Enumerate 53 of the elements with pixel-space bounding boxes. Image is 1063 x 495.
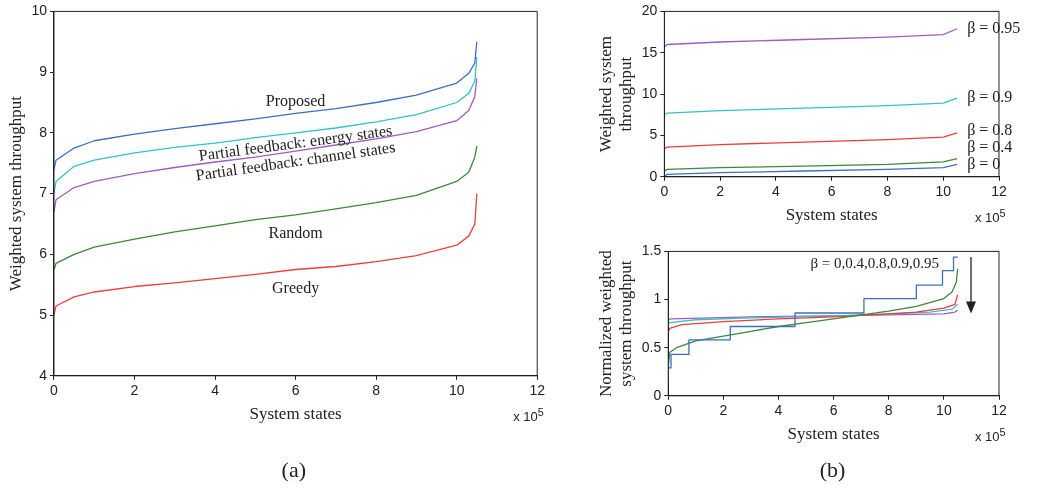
x-tick-label: 2 [719, 402, 728, 419]
series-label: Proposed [265, 91, 326, 110]
series-label: β = 0.9 [967, 88, 1013, 107]
y-tick-label: 0 [649, 167, 658, 184]
y-tick-label: 5 [39, 305, 48, 322]
x-tick-label: 8 [372, 382, 381, 399]
series-label: β = 0.8 [967, 120, 1013, 139]
x-tick-label: 2 [716, 183, 725, 200]
x-tick-label: 8 [883, 183, 892, 200]
series-label: β = 0.95 [967, 18, 1021, 37]
x-tick-label: 4 [774, 402, 783, 419]
annotation: β = 0,0.4,0.8,0.9,0.95 [810, 255, 939, 273]
x-tick-label: 6 [291, 382, 300, 399]
x-tick-label: 10 [936, 402, 952, 419]
x-tick-label: 12 [529, 382, 546, 399]
series-label: Random [268, 224, 324, 242]
x-axis-title: System states [785, 205, 878, 225]
x-axis-title: System states [787, 424, 880, 444]
x-tick-label: 2 [130, 382, 139, 399]
text: (a) [281, 457, 306, 483]
y-tick-label: 5 [649, 126, 658, 143]
x-tick-label: 4 [772, 183, 781, 200]
x-tick-label: 10 [448, 382, 465, 399]
text: x 10$^{5}$ [975, 206, 1006, 226]
y-tick-label: 10 [31, 2, 48, 19]
x-tick-label: 0 [664, 402, 673, 419]
y-axis-title: Weighted system throughput [595, 36, 636, 153]
y-tick-label: 20 [641, 2, 658, 19]
y-tick-label: 0.5 [641, 338, 662, 355]
y-tick-label: 7 [39, 184, 48, 201]
y-tick-label: 15 [641, 43, 658, 60]
x-tick-label: 12 [991, 183, 1007, 200]
y-tick-label: 1 [653, 290, 662, 307]
text: x 10$^{5}$ [513, 405, 544, 425]
y-tick-label: 4 [39, 366, 48, 383]
x-tick-label: 12 [991, 402, 1007, 419]
x-tick-label: 6 [827, 183, 836, 200]
series-label: Greedy [272, 278, 320, 297]
y-tick-label: 6 [39, 245, 48, 262]
x-tick-label: 0 [50, 382, 59, 399]
text: x 10$^{5}$ [975, 425, 1006, 445]
x-tick-label: 4 [211, 382, 220, 399]
x-tick-label: 10 [935, 183, 952, 200]
text: (b) [819, 457, 846, 483]
y-axis-title: Normalized weighted system throughput [595, 249, 636, 398]
y-tick-label: 8 [39, 123, 48, 140]
x-tick-label: 8 [884, 402, 893, 419]
x-axis-title: System states [249, 404, 342, 424]
y-tick-label: 10 [641, 84, 658, 101]
x-tick-label: 6 [829, 402, 838, 419]
y-tick-label: 1.5 [641, 242, 662, 259]
y-axis-title: Weighted system throughput [5, 95, 25, 292]
y-tick-label: 9 [39, 62, 48, 79]
